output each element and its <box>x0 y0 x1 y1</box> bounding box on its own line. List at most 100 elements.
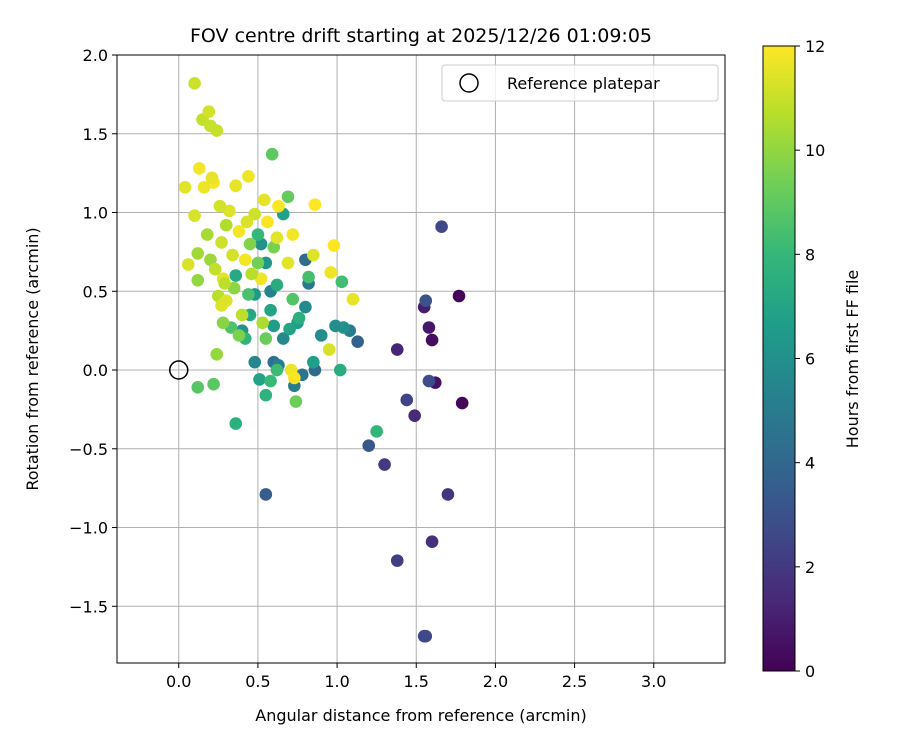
data-point <box>229 179 243 193</box>
data-point <box>242 288 255 301</box>
reference-platepar-marker <box>169 360 189 380</box>
data-point <box>240 215 254 229</box>
x-tick-label: 2.5 <box>562 672 587 691</box>
data-point <box>314 329 328 342</box>
data-point <box>251 228 265 241</box>
data-point <box>207 377 220 391</box>
data-point <box>204 253 217 267</box>
colorbar-tick-label: 4 <box>805 454 815 473</box>
legend-box <box>441 64 719 102</box>
data-point <box>253 373 266 386</box>
x-axis-ticks: 0.0 0.5 1.0 1.5 2.0 2.5 3.0 <box>166 663 666 691</box>
data-point <box>242 169 255 183</box>
colorbar-tick-label: 0 <box>805 662 815 681</box>
chart-title: FOV centre drift starting at 2025/12/26 … <box>190 25 652 47</box>
data-point <box>202 105 216 119</box>
data-point <box>265 147 279 161</box>
data-point <box>281 190 295 204</box>
y-tick-label: 2.0 <box>83 46 108 65</box>
data-point <box>215 236 228 249</box>
data-point <box>286 228 300 241</box>
data-point <box>281 256 295 270</box>
data-point <box>286 292 300 306</box>
data-point <box>335 275 349 289</box>
y-tick-label: 1.5 <box>83 125 108 144</box>
data-point <box>235 308 249 322</box>
y-tick-label: −1.5 <box>69 597 108 616</box>
data-point <box>299 300 312 314</box>
data-point <box>229 269 243 282</box>
legend: Reference platepar <box>441 64 719 102</box>
data-point <box>288 371 301 385</box>
x-tick-label: 1.5 <box>404 672 429 691</box>
y-axis-ticks: −1.5 −1.0 −0.5 0.0 0.5 1.0 1.5 2.0 <box>69 46 117 616</box>
data-point <box>200 228 214 241</box>
x-tick-label: 0.5 <box>245 672 270 691</box>
y-tick-label: 0.0 <box>83 361 108 380</box>
data-point <box>346 292 360 306</box>
data-point <box>267 240 281 254</box>
data-point <box>455 396 469 410</box>
colorbar-label: Hours from first FF file <box>843 270 862 449</box>
data-point <box>408 409 421 423</box>
data-point <box>362 439 376 452</box>
data-point <box>322 343 336 356</box>
data-point <box>307 248 320 262</box>
colorbar: 0 2 4 6 8 10 12 Hours from first FF file <box>762 37 862 681</box>
data-point <box>248 355 262 369</box>
data-point <box>390 343 404 356</box>
data-point <box>251 256 265 270</box>
data-point <box>259 488 273 501</box>
data-point <box>452 289 466 303</box>
data-point <box>229 417 243 430</box>
data-point <box>261 215 274 229</box>
data-point <box>324 266 338 279</box>
colorbar-tick-label: 10 <box>805 141 825 160</box>
legend-label: Reference platepar <box>507 74 660 93</box>
data-point <box>232 225 246 238</box>
data-point <box>419 629 433 643</box>
y-axis-label: Rotation from reference (arcmin) <box>23 227 42 490</box>
data-point <box>400 393 414 407</box>
data-point <box>218 277 231 290</box>
y-tick-label: 1.0 <box>83 204 108 223</box>
data-point <box>441 488 455 501</box>
data-point <box>254 272 268 285</box>
data-point <box>216 316 230 330</box>
y-tick-label: −0.5 <box>69 440 108 459</box>
data-point <box>270 231 284 245</box>
data-point <box>307 355 320 369</box>
data-point <box>308 198 322 211</box>
data-point <box>378 458 391 471</box>
x-tick-label: 2.0 <box>483 672 508 691</box>
data-point <box>205 171 219 185</box>
data-point <box>283 322 296 336</box>
data-point <box>219 218 233 232</box>
data-point <box>248 207 262 221</box>
legend-open-circle-marker <box>459 73 479 93</box>
data-point <box>351 335 364 348</box>
data-point <box>208 262 222 276</box>
colorbar-ticks: 0 2 4 6 8 10 12 <box>795 37 825 681</box>
colorbar-tick-label: 2 <box>805 558 815 577</box>
data-point <box>264 303 277 317</box>
data-point <box>210 347 224 361</box>
data-point <box>422 374 436 388</box>
data-point <box>289 395 303 408</box>
plot-frame <box>116 54 726 664</box>
data-point <box>276 332 290 345</box>
data-point <box>259 388 273 402</box>
colorbar-tick-label: 12 <box>805 37 825 56</box>
data-point <box>191 247 205 260</box>
data-point <box>257 193 271 207</box>
data-point <box>191 381 205 394</box>
data-point <box>238 253 252 267</box>
x-tick-label: 0.0 <box>166 672 191 691</box>
data-point <box>254 237 268 251</box>
data-point <box>333 363 347 377</box>
data-point <box>193 162 206 175</box>
data-point <box>181 258 195 271</box>
data-point <box>219 294 233 308</box>
colorbar-gradient <box>762 45 796 672</box>
data-point <box>191 273 205 287</box>
